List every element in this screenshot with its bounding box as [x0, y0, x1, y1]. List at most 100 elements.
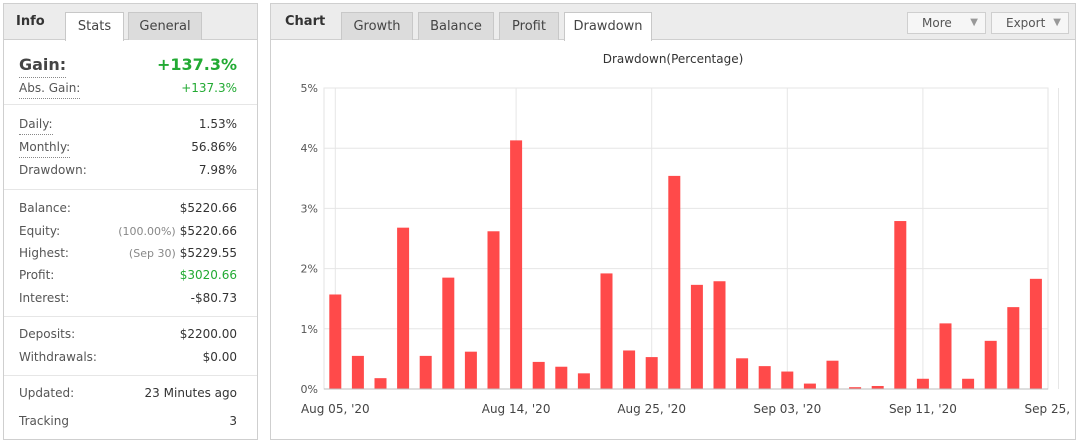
gain-label[interactable]: Gain:	[19, 53, 67, 78]
export-button[interactable]: Export ▼	[991, 12, 1069, 34]
highest-value: $5229.55	[179, 246, 237, 260]
withdrawals-row: Withdrawals: $0.00	[19, 347, 237, 367]
drawdown-bar	[758, 366, 771, 389]
drawdown-bar	[849, 387, 862, 389]
divider	[4, 316, 257, 317]
tab-stats[interactable]: Stats	[65, 12, 124, 41]
updated-label: Updated:	[19, 386, 75, 400]
interest-row: Interest: -$80.73	[19, 288, 237, 308]
drawdown-bar	[962, 378, 975, 389]
gain-value: +137.3%	[156, 55, 237, 74]
drawdown-bar	[329, 294, 342, 389]
abs-gain-value: +137.3%	[181, 81, 237, 95]
info-panel: Info Stats General Gain: +137.3% Abs. Ga…	[3, 3, 258, 440]
info-title: Info	[16, 14, 45, 29]
drawdown-label: Drawdown:	[19, 163, 87, 177]
x-tick-label: Sep 11, '20	[889, 402, 957, 416]
tab-drawdown[interactable]: Drawdown	[564, 12, 652, 41]
drawdown-bar	[419, 355, 432, 389]
daily-row: Daily: 1.53%	[19, 114, 237, 135]
chart-axes: 0% 1% 2% 3% 4% 5% Aug 05, '20 Aug 14, '20 Aug 25…	[301, 82, 1075, 416]
x-tick-label: Aug 14, '20	[482, 402, 551, 416]
daily-label[interactable]: Daily:	[19, 114, 53, 135]
drawdown-bar	[374, 378, 387, 389]
x-tick-label: Sep 03, '20	[753, 402, 821, 416]
y-tick-label: 0%	[301, 383, 318, 396]
chevron-down-icon: ▼	[1053, 17, 1061, 28]
tab-general[interactable]: General	[128, 12, 202, 40]
withdrawals-label: Withdrawals:	[19, 350, 97, 364]
x-tick-label: Aug 25, '20	[617, 402, 686, 416]
equity-value-group: (100.00%) $5220.66	[118, 221, 237, 242]
drawdown-bar	[487, 231, 500, 389]
drawdown-bar	[577, 373, 590, 389]
divider	[4, 375, 257, 376]
monthly-label[interactable]: Monthly:	[19, 137, 71, 158]
updated-value: 23 Minutes ago	[144, 386, 237, 400]
export-label: Export	[1006, 16, 1046, 30]
drawdown-bar	[532, 361, 545, 389]
drawdown-chart: 0% 1% 2% 3% 4% 5% Aug 05, '20 Aug 14, '20 Aug 25…	[301, 82, 1075, 416]
balance-label: Balance:	[19, 201, 71, 215]
daily-value: 1.53%	[198, 117, 237, 131]
highest-label: Highest:	[19, 246, 69, 260]
withdrawals-value: $0.00	[202, 350, 237, 364]
updated-row: Updated: 23 Minutes ago	[19, 383, 237, 403]
drawdown-row: Drawdown: 7.98%	[19, 160, 237, 180]
profit-row: Profit: $3020.66	[19, 265, 237, 285]
drawdown-bar	[464, 351, 477, 389]
tracking-label: Tracking	[19, 414, 69, 428]
drawdown-bar	[668, 175, 681, 389]
chart-panel: Chart Growth Balance Profit Drawdown Mor…	[270, 3, 1076, 440]
profit-label: Profit:	[19, 268, 55, 282]
balance-row: Balance: $5220.66	[19, 198, 237, 218]
deposits-value: $2200.00	[179, 327, 237, 341]
gain-row: Gain: +137.3%	[19, 53, 237, 78]
balance-value: $5220.66	[179, 201, 237, 215]
drawdown-bar	[645, 357, 658, 389]
drawdown-value: 7.98%	[198, 163, 237, 177]
deposits-label: Deposits:	[19, 327, 76, 341]
tab-growth[interactable]: Growth	[341, 12, 413, 40]
chart-bars	[329, 140, 1042, 389]
drawdown-bar	[939, 323, 952, 389]
y-tick-label: 3%	[301, 202, 318, 215]
highest-row: Highest: (Sep 30) $5229.55	[19, 243, 237, 263]
drawdown-bar	[781, 371, 794, 389]
tab-balance[interactable]: Balance	[418, 12, 494, 40]
monthly-value: 56.86%	[191, 140, 237, 154]
monthly-row: Monthly: 56.86%	[19, 137, 237, 158]
drawdown-bar	[1029, 278, 1042, 389]
info-tabbar: Info Stats General	[4, 4, 257, 41]
drawdown-bar	[442, 277, 455, 389]
tab-profit[interactable]: Profit	[499, 12, 559, 40]
drawdown-bar	[713, 281, 726, 389]
highest-value-group: (Sep 30) $5229.55	[129, 243, 237, 264]
equity-percent: (100.00%)	[118, 225, 176, 238]
interest-label: Interest:	[19, 291, 70, 305]
chart-tabbar: Chart Growth Balance Profit Drawdown Mor…	[271, 4, 1075, 41]
abs-gain-row: Abs. Gain: +137.3%	[19, 78, 237, 99]
y-tick-label: 5%	[301, 82, 318, 95]
drawdown-bar	[600, 273, 613, 389]
drawdown-bar	[916, 378, 929, 389]
more-button[interactable]: More ▼	[907, 12, 986, 34]
chart-tab-title: Chart	[285, 14, 326, 29]
abs-gain-label[interactable]: Abs. Gain:	[19, 78, 81, 99]
drawdown-bar	[510, 140, 523, 389]
drawdown-bar	[894, 221, 907, 389]
highest-date: (Sep 30)	[128, 247, 176, 260]
drawdown-bar	[397, 227, 410, 389]
y-tick-label: 2%	[301, 263, 318, 276]
stats-list: Gain: +137.3% Abs. Gain: +137.3% Daily: …	[4, 41, 257, 439]
equity-row: Equity: (100.00%) $5220.66	[19, 221, 237, 241]
divider	[4, 189, 257, 190]
tracking-value: 3	[229, 414, 237, 428]
drawdown-bar	[736, 358, 749, 389]
drawdown-bar	[1007, 307, 1020, 389]
drawdown-bar	[826, 360, 839, 389]
deposits-row: Deposits: $2200.00	[19, 324, 237, 344]
drawdown-bar	[351, 355, 364, 389]
more-label: More	[922, 16, 952, 30]
y-tick-label: 4%	[301, 142, 318, 155]
